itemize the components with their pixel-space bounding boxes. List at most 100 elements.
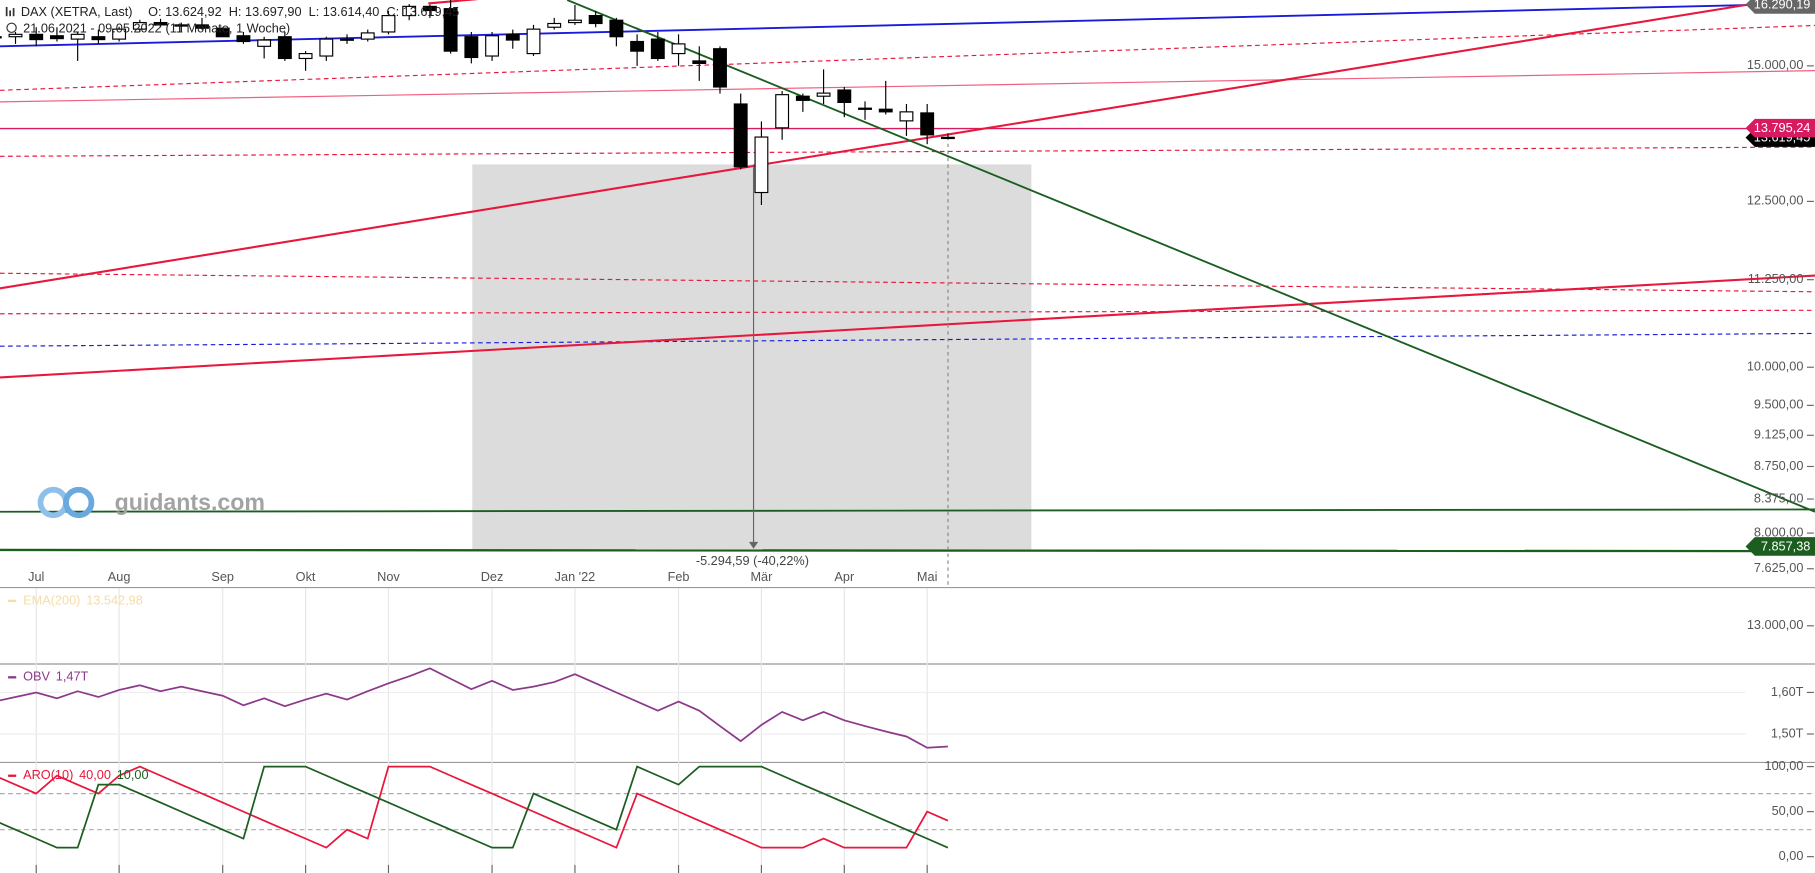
trend-line — [566, 0, 1815, 513]
x-tick-label: Feb — [668, 569, 690, 584]
candles — [0, 0, 955, 205]
candle-body — [567, 19, 582, 24]
candle-body — [360, 32, 375, 40]
chart-icon — [5, 6, 15, 17]
legend-value: 13.542,98 — [86, 592, 143, 607]
trend-line — [0, 70, 1815, 103]
trend-line — [0, 332, 1815, 347]
candle-body — [50, 35, 64, 40]
candle-body — [609, 19, 624, 38]
candle-body — [547, 22, 562, 28]
y-tick-label: 1,60T — [1771, 684, 1804, 699]
trend-line — [0, 2, 1815, 48]
watermark-logo — [37, 486, 95, 519]
trend-line — [0, 272, 1815, 293]
series-line — [0, 667, 948, 749]
y-tick-label: 7.625,00 — [1754, 560, 1804, 575]
trend-line — [0, 24, 1815, 91]
y-tick-label: 15.000,00 — [1747, 57, 1804, 72]
x-tick-label: Aug — [108, 569, 131, 584]
candle-body — [630, 40, 645, 52]
candle-body — [837, 89, 852, 104]
price-badge — [1745, 537, 1815, 556]
y-tick-label: 50,00 — [1772, 803, 1804, 818]
measure-label: -5.294,59 (-40,22%) — [696, 553, 809, 568]
legend-value: 40,00 — [79, 767, 111, 782]
candle-body — [505, 33, 520, 41]
x-tick-label: Mai — [917, 569, 937, 584]
candle-body — [713, 48, 727, 88]
x-tick-label: Sep — [211, 569, 234, 584]
candle-body — [340, 38, 354, 41]
y-tick-label: 9.125,00 — [1754, 427, 1804, 442]
y-tick-label: 8.000,00 — [1754, 524, 1804, 539]
trend-line — [0, 309, 1815, 315]
candle-body — [277, 36, 292, 60]
candle-body — [0, 36, 2, 39]
candle-body — [795, 95, 810, 101]
legend-value: 10,00 — [117, 767, 149, 782]
legend-value: 1,47T — [56, 669, 89, 684]
y-tick-label: 8.375,00 — [1754, 490, 1804, 505]
x-tick-label: Jul — [28, 569, 44, 584]
candle-body — [816, 92, 831, 97]
price-panel: guidants.com — [0, 0, 1815, 588]
candle-body — [132, 21, 147, 30]
y-tick-label: 11.250,00 — [1748, 271, 1804, 286]
candle-body — [236, 35, 251, 43]
ohlc: O: 13.624,92 H: 13.697,90 L: 13.614,40 C… — [148, 4, 459, 19]
clock-icon — [6, 22, 17, 33]
candle-body — [671, 43, 686, 55]
candle-body — [298, 53, 313, 60]
candle-body — [8, 33, 23, 38]
legend-label: ARO(10) — [23, 767, 73, 782]
trend-line — [0, 274, 1815, 379]
y-tick-label: 100,00 — [1765, 758, 1804, 773]
candle-body — [195, 24, 209, 29]
candle-body — [422, 5, 437, 12]
candle-body — [775, 94, 790, 129]
x-tick-label: Mär — [750, 569, 773, 584]
trend-line — [428, 0, 480, 5]
y-tick-label: 0,00 — [1779, 848, 1804, 863]
candle-body — [112, 28, 127, 40]
candle-body — [257, 39, 272, 47]
candle-body — [920, 112, 935, 136]
legend-label: EMA(200) — [23, 592, 80, 607]
x-tick-label: Apr — [834, 569, 855, 584]
candle-body — [174, 24, 189, 27]
duration: (11 Monate, 1 Woche) — [166, 20, 291, 35]
y-tick-label: 12.500,00 — [1747, 193, 1804, 208]
candle-body — [526, 28, 541, 55]
series-line — [0, 765, 949, 849]
y-tick-label: 8.750,00 — [1754, 458, 1804, 473]
watermark: guidants.com — [115, 489, 265, 515]
instrument: DAX (XETRA, Last) — [21, 4, 133, 19]
level-line — [0, 548, 1815, 553]
price-badge-label: 7.857,38 — [1761, 538, 1811, 553]
candle-body — [153, 21, 168, 26]
x-tick-label: Dez — [481, 569, 504, 584]
candle-body — [443, 8, 458, 52]
candle-body — [70, 33, 85, 40]
price-badge-label: 13.795,24 — [1754, 120, 1811, 135]
candle-body — [733, 103, 748, 168]
measure-box — [472, 164, 1032, 550]
series-line — [0, 765, 949, 849]
candle-body — [754, 136, 769, 194]
price-badge-label: 16.290,19 — [1754, 0, 1811, 11]
candle-body — [650, 38, 665, 60]
candle-body — [940, 136, 955, 140]
y-tick-label: 10.000,00 — [1747, 359, 1804, 374]
candle-body — [319, 38, 334, 57]
candle-body — [858, 107, 872, 110]
price-badge — [1745, 118, 1815, 138]
trend-line — [0, 3, 1749, 290]
y-tick-label: 1,50T — [1771, 725, 1804, 740]
date-range: 21.06.2021 - 09.05.2022 — [23, 20, 162, 35]
level-line — [0, 508, 1815, 513]
measure-arrow-head — [748, 541, 759, 549]
legend-label: OBV — [23, 669, 50, 684]
candle-body — [899, 111, 914, 122]
